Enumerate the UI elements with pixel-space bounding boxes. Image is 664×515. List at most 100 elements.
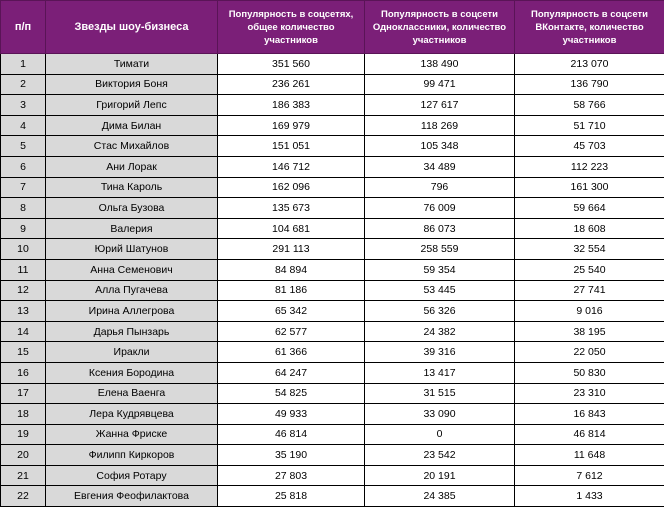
total-popularity-cell: 351 560: [217, 53, 365, 75]
table-row: 4 Дима Билан 169 979 118 269 51 710: [0, 114, 664, 137]
table-row: 16 Ксения Бородина 64 247 13 417 50 830: [0, 361, 664, 384]
table-row: 5 Стас Михайлов 151 051 105 348 45 703: [0, 135, 664, 157]
table-row: 1 Тимати 351 560 138 490 213 070: [0, 53, 664, 75]
row-number-cell: 22: [0, 485, 46, 508]
star-name-cell: Тимати: [45, 53, 218, 75]
star-name-cell: Анна Семенович: [45, 258, 218, 281]
star-name-cell: Евгения Феофилактова: [45, 485, 218, 508]
vk-popularity-cell: 50 830: [514, 361, 664, 384]
row-number-cell: 20: [0, 444, 46, 466]
table-row: 22 Евгения Феофилактова 25 818 24 385 1 433: [0, 485, 664, 508]
vk-popularity-cell: 213 070: [514, 53, 664, 75]
ok-popularity-cell: 99 471: [364, 73, 515, 96]
total-popularity-cell: 291 113: [217, 238, 365, 260]
row-number-cell: 15: [0, 341, 46, 363]
table-row: 12 Алла Пугачева 81 186 53 445 27 741: [0, 279, 664, 302]
total-popularity-cell: 186 383: [217, 94, 365, 116]
vk-popularity-cell: 45 703: [514, 135, 664, 157]
row-number-cell: 5: [0, 135, 46, 157]
table-row: 21 София Ротару 27 803 20 191 7 612: [0, 464, 664, 487]
header-vk-popularity: Популярность в соцсети ВКонтакте, количе…: [514, 0, 664, 54]
row-number-cell: 2: [0, 73, 46, 96]
table-row: 13 Ирина Аллегрова 65 342 56 326 9 016: [0, 300, 664, 322]
table-row: 6 Ани Лорак 146 712 34 489 112 223: [0, 155, 664, 178]
ok-popularity-cell: 39 316: [364, 341, 515, 363]
total-popularity-cell: 146 712: [217, 155, 365, 178]
total-popularity-cell: 151 051: [217, 135, 365, 157]
row-number-cell: 10: [0, 238, 46, 260]
row-number-cell: 4: [0, 114, 46, 137]
row-number-cell: 18: [0, 403, 46, 425]
star-name-cell: Тина Кароль: [45, 176, 218, 199]
vk-popularity-cell: 1 433: [514, 485, 664, 508]
total-popularity-cell: 25 818: [217, 485, 365, 508]
row-number-cell: 21: [0, 464, 46, 487]
row-number-cell: 11: [0, 258, 46, 281]
total-popularity-cell: 54 825: [217, 382, 365, 405]
vk-popularity-cell: 16 843: [514, 403, 664, 425]
ok-popularity-cell: 118 269: [364, 114, 515, 137]
table-row: 10 Юрий Шатунов 291 113 258 559 32 554: [0, 238, 664, 260]
row-number-cell: 17: [0, 382, 46, 405]
row-number-cell: 14: [0, 320, 46, 343]
star-name-cell: Юрий Шатунов: [45, 238, 218, 260]
total-popularity-cell: 81 186: [217, 279, 365, 302]
table-row: 19 Жанна Фриске 46 814 0 46 814: [0, 423, 664, 446]
star-name-cell: Ксения Бородина: [45, 361, 218, 384]
ok-popularity-cell: 76 009: [364, 197, 515, 219]
total-popularity-cell: 162 096: [217, 176, 365, 199]
row-number-cell: 1: [0, 53, 46, 75]
table-row: 7 Тина Кароль 162 096 796 161 300: [0, 176, 664, 199]
vk-popularity-cell: 7 612: [514, 464, 664, 487]
total-popularity-cell: 135 673: [217, 197, 365, 219]
row-number-cell: 8: [0, 197, 46, 219]
star-name-cell: Ани Лорак: [45, 155, 218, 178]
ok-popularity-cell: 31 515: [364, 382, 515, 405]
ok-popularity-cell: 33 090: [364, 403, 515, 425]
total-popularity-cell: 46 814: [217, 423, 365, 446]
table-row: 3 Григорий Лепс 186 383 127 617 58 766: [0, 94, 664, 116]
star-name-cell: Ольга Бузова: [45, 197, 218, 219]
table-row: 8 Ольга Бузова 135 673 76 009 59 664: [0, 197, 664, 219]
total-popularity-cell: 61 366: [217, 341, 365, 363]
ok-popularity-cell: 56 326: [364, 300, 515, 322]
star-name-cell: Виктория Боня: [45, 73, 218, 96]
row-number-cell: 16: [0, 361, 46, 384]
vk-popularity-cell: 11 648: [514, 444, 664, 466]
ok-popularity-cell: 13 417: [364, 361, 515, 384]
star-name-cell: Алла Пугачева: [45, 279, 218, 302]
ok-popularity-cell: 53 445: [364, 279, 515, 302]
ok-popularity-cell: 23 542: [364, 444, 515, 466]
total-popularity-cell: 27 803: [217, 464, 365, 487]
vk-popularity-cell: 27 741: [514, 279, 664, 302]
header-ok-popularity: Популярность в соцсети Одноклассники, ко…: [364, 0, 515, 54]
row-number-cell: 19: [0, 423, 46, 446]
table-header: п/п Звезды шоу-бизнеса Популярность в со…: [0, 0, 664, 54]
total-popularity-cell: 169 979: [217, 114, 365, 137]
ok-popularity-cell: 127 617: [364, 94, 515, 116]
vk-popularity-cell: 32 554: [514, 238, 664, 260]
vk-popularity-cell: 46 814: [514, 423, 664, 446]
total-popularity-cell: 49 933: [217, 403, 365, 425]
star-name-cell: Филипп Киркоров: [45, 444, 218, 466]
star-name-cell: Иракли: [45, 341, 218, 363]
total-popularity-cell: 62 577: [217, 320, 365, 343]
row-number-cell: 3: [0, 94, 46, 116]
vk-popularity-cell: 58 766: [514, 94, 664, 116]
ok-popularity-cell: 59 354: [364, 258, 515, 281]
table-row: 15 Иракли 61 366 39 316 22 050: [0, 341, 664, 363]
vk-popularity-cell: 136 790: [514, 73, 664, 96]
row-number-cell: 7: [0, 176, 46, 199]
ok-popularity-cell: 796: [364, 176, 515, 199]
table-row: 20 Филипп Киркоров 35 190 23 542 11 648: [0, 444, 664, 466]
total-popularity-cell: 84 894: [217, 258, 365, 281]
row-number-cell: 13: [0, 300, 46, 322]
row-number-cell: 9: [0, 217, 46, 240]
table-row: 11 Анна Семенович 84 894 59 354 25 540: [0, 258, 664, 281]
star-name-cell: Жанна Фриске: [45, 423, 218, 446]
header-number: п/п: [0, 0, 46, 54]
total-popularity-cell: 64 247: [217, 361, 365, 384]
row-number-cell: 6: [0, 155, 46, 178]
ok-popularity-cell: 258 559: [364, 238, 515, 260]
